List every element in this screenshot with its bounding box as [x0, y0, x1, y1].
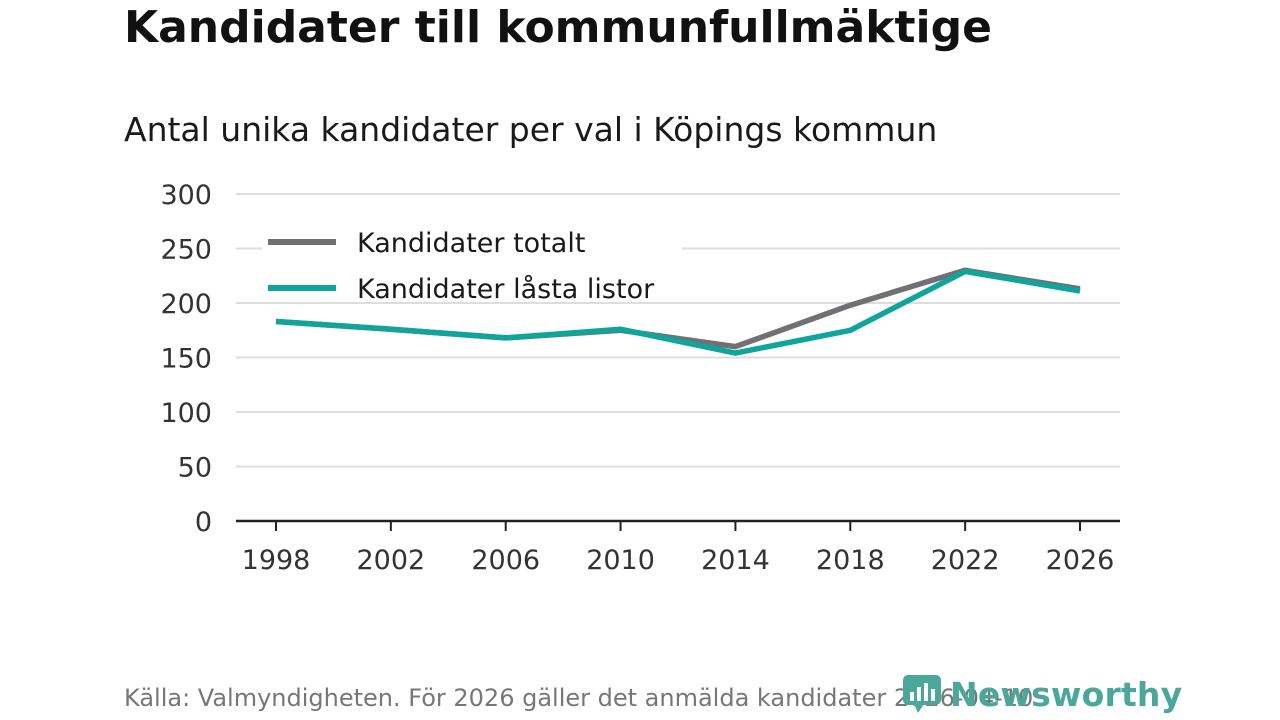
y-tick-label: 200 — [160, 289, 212, 320]
x-tick-label: 2014 — [701, 545, 770, 576]
series-lines — [275, 267, 1081, 356]
legend-background — [262, 258, 682, 300]
x-tick-label: 2006 — [471, 545, 540, 576]
chart-subtitle: Antal unika kandidater per val i Köpings… — [124, 110, 938, 149]
newsworthy-logo: Newsworthy — [902, 670, 1182, 718]
series-line-locked — [275, 268, 1081, 356]
y-tick-label: 300 — [160, 180, 212, 211]
y-axis-labels: 0 50 100 150 200 250 300 — [160, 180, 212, 538]
chart-title: Kandidater till kommunfullmäktige — [124, 2, 992, 53]
y-tick-label: 100 — [160, 398, 212, 429]
y-tick-label: 150 — [160, 344, 212, 375]
newsworthy-logo-text: Newsworthy — [950, 674, 1183, 714]
x-axis: 1998 2002 2006 2010 2014 2018 2022 2026 — [236, 519, 1120, 576]
legend-label-total: Kandidater totalt — [357, 228, 585, 259]
y-tick-label: 250 — [160, 235, 212, 266]
y-tick-label: 0 — [195, 507, 212, 538]
newsworthy-logo-icon — [903, 675, 941, 713]
x-tick-label: 2018 — [816, 545, 885, 576]
x-tick-label: 2026 — [1046, 545, 1115, 576]
x-tick-label: 1998 — [242, 545, 311, 576]
source-note: Källa: Valmyndigheten. För 2026 gäller d… — [124, 684, 1041, 712]
x-tick-label: 2002 — [356, 545, 425, 576]
x-tick-label: 2022 — [931, 545, 1000, 576]
y-tick-label: 50 — [178, 453, 212, 484]
x-tick-label: 2010 — [586, 545, 655, 576]
legend-background — [262, 212, 682, 254]
legend-label-locked: Kandidater låsta listor — [357, 274, 655, 305]
legend: Kandidater totalt Kandidater låsta listor — [262, 212, 682, 305]
